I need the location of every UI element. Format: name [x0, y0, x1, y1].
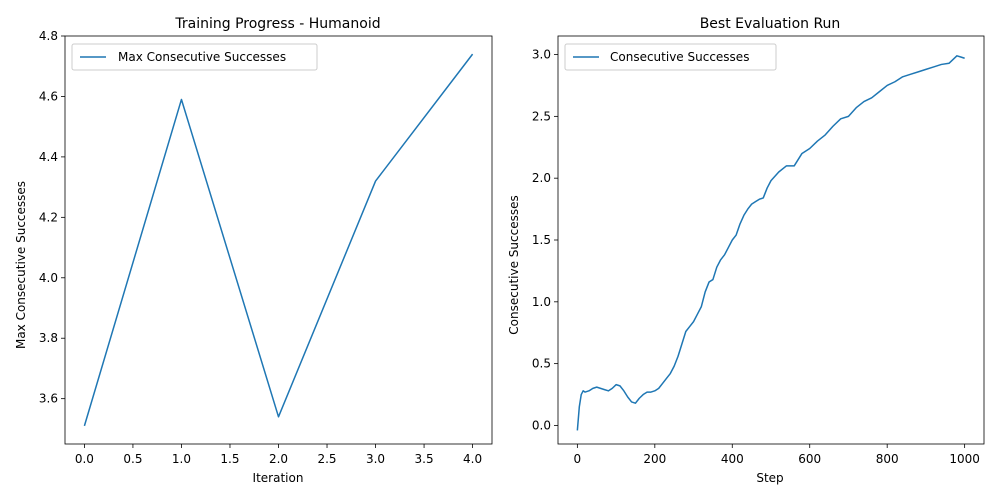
- x-tick-label: 1.5: [220, 452, 239, 466]
- chart-training-progress: Training Progress - Humanoid Iteration M…: [14, 16, 493, 485]
- tick-layer: 0 200 400 600 800 1000 0.0 0.5 1.0 1.5 2.0 2.5 3.0: [532, 48, 980, 466]
- legend: Max Consecutive Successes: [71, 43, 318, 71]
- series-layer: [576, 55, 965, 431]
- tick-layer: 0.0 0.5 1.0 1.5 2.0 2.5 3.0 3.5 4.0 3.6 3.8 4.0 4.2 4…: [39, 29, 482, 466]
- y-tick-label: 3.6: [39, 392, 58, 406]
- x-tick-label: 200: [643, 452, 666, 466]
- series-line: [576, 55, 965, 431]
- x-tick-label: 0: [574, 452, 582, 466]
- y-tick-label: 1.0: [532, 295, 551, 309]
- series-line: [83, 53, 474, 427]
- x-tick-label: 2.5: [317, 452, 336, 466]
- legend: Consecutive Successes: [564, 43, 777, 71]
- y-tick-label: 4.8: [39, 29, 58, 43]
- chart-title: Best Evaluation Run: [700, 16, 841, 32]
- y-tick-label: 0.0: [532, 418, 551, 432]
- x-tick-label: 4.0: [463, 452, 482, 466]
- series-layer: [83, 53, 474, 427]
- y-tick-label: 3.8: [39, 331, 58, 345]
- chart-title: Training Progress - Humanoid: [174, 16, 380, 32]
- x-tick-label: 3.5: [415, 452, 434, 466]
- y-tick-label: 4.0: [39, 271, 58, 285]
- chart-best-evaluation: Best Evaluation Run Step Consecutive Suc…: [507, 16, 985, 485]
- y-tick-label: 2.5: [532, 109, 551, 123]
- x-axis-label: Step: [756, 471, 783, 485]
- y-tick-label: 0.5: [532, 357, 551, 371]
- x-axis-label: Iteration: [253, 471, 304, 485]
- legend-label: Consecutive Successes: [610, 50, 749, 64]
- legend-box: [564, 43, 777, 71]
- x-tick-label: 0.0: [75, 452, 94, 466]
- y-tick-label: 4.4: [39, 150, 58, 164]
- legend-label: Max Consecutive Successes: [118, 50, 286, 64]
- y-tick-label: 4.6: [39, 89, 58, 103]
- x-tick-label: 400: [721, 452, 744, 466]
- x-tick-label: 600: [798, 452, 821, 466]
- x-tick-label: 1.0: [172, 452, 191, 466]
- y-axis-label: Max Consecutive Successes: [14, 181, 28, 349]
- y-tick-label: 1.5: [532, 233, 551, 247]
- x-tick-label: 1000: [949, 452, 980, 466]
- x-tick-label: 0.5: [123, 452, 142, 466]
- y-tick-label: 4.2: [39, 210, 58, 224]
- x-tick-label: 2.0: [269, 452, 288, 466]
- x-tick-label: 3.0: [366, 452, 385, 466]
- y-axis-label: Consecutive Successes: [507, 195, 521, 334]
- x-tick-label: 800: [876, 452, 899, 466]
- legend-box: [71, 43, 318, 71]
- plot-frame: [557, 35, 985, 445]
- plot-frame: [64, 35, 493, 445]
- y-tick-label: 3.0: [532, 48, 551, 62]
- y-tick-label: 2.0: [532, 171, 551, 185]
